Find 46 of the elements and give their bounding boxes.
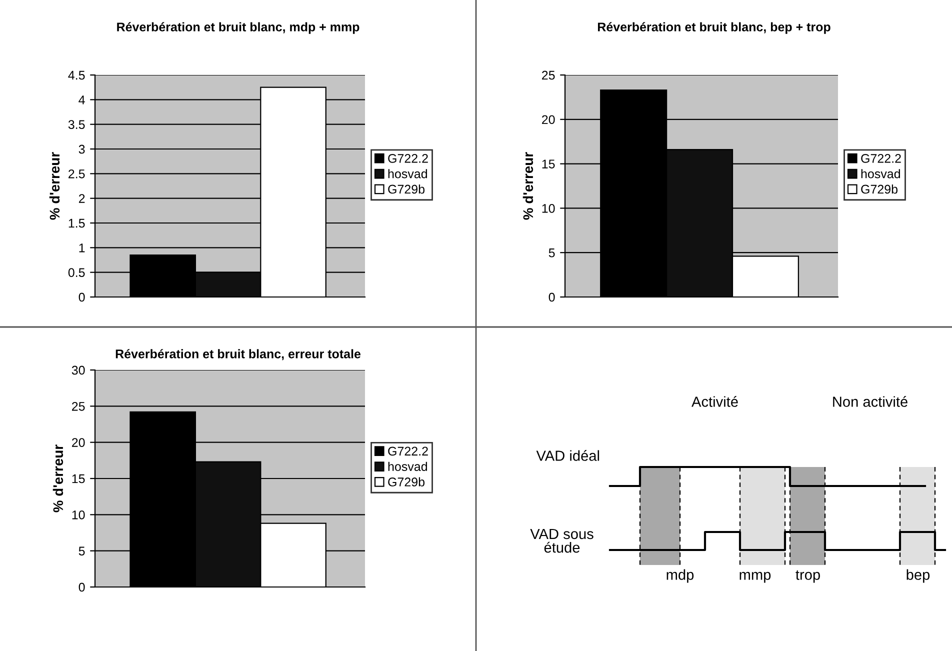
- text: bep: [906, 569, 930, 583]
- legend-label: G729b: [388, 184, 425, 194]
- y-tick-label: 10: [542, 204, 555, 213]
- y-axis-title: % d'erreur: [49, 152, 60, 220]
- y-tick-label: 20: [542, 115, 555, 124]
- text: trop: [796, 570, 820, 583]
- y-tick-label: 0: [78, 582, 85, 592]
- y-tick-label: 0.5: [68, 268, 85, 277]
- y-tick-label: 20: [72, 438, 85, 447]
- y-axis-title: % d'erreur: [522, 152, 534, 220]
- y-tick-label: 10: [72, 510, 85, 520]
- y-tick-label: 15: [72, 474, 85, 484]
- y-tick-label: 15: [542, 160, 555, 168]
- y-tick-label: 5: [78, 546, 85, 556]
- y-tick-label: 4.5: [68, 70, 85, 80]
- y-axis-title: % d'erreur: [52, 444, 64, 512]
- legend-label: G722.2: [388, 154, 428, 163]
- y-tick-label: 3: [78, 144, 85, 154]
- chart-title: Réverbération et bruit blanc, bep + trop: [598, 22, 830, 34]
- legend-label: hosvad: [388, 169, 427, 178]
- y-tick-label: 30: [72, 366, 85, 375]
- legend-label: hosvad: [861, 169, 900, 178]
- y-tick-label: 25: [72, 402, 85, 411]
- chart-title: Réverbération et bruit blanc, mdp + mmp: [117, 22, 360, 34]
- y-tick-label: 2: [78, 194, 85, 203]
- y-tick-label: 1.5: [68, 218, 85, 228]
- y-tick-label: 0: [548, 292, 555, 302]
- chart-title: Réverbération et bruit blanc, erreur totale: [116, 349, 361, 360]
- y-tick-label: 4: [78, 96, 85, 104]
- y-tick-label: 25: [542, 70, 555, 80]
- y-tick-label: 0: [78, 292, 85, 302]
- legend-label: hosvad: [388, 462, 427, 472]
- legend-label: G722.2: [388, 446, 428, 456]
- text: VAD idéal: [536, 450, 600, 461]
- legend-label: G729b: [388, 477, 425, 486]
- text: VAD sous étude: [530, 528, 594, 553]
- legend-label: G722.2: [861, 154, 901, 163]
- text: Activité: [692, 396, 738, 407]
- text: mmp: [740, 572, 771, 583]
- y-tick-label: 2.5: [68, 169, 85, 178]
- legend-label: G729b: [861, 184, 898, 194]
- text: Non activité: [833, 396, 908, 407]
- y-tick-label: 1: [79, 244, 85, 252]
- y-tick-label: 3.5: [68, 120, 85, 129]
- text: mdp: [666, 569, 694, 583]
- y-tick-label: 5: [548, 248, 555, 258]
